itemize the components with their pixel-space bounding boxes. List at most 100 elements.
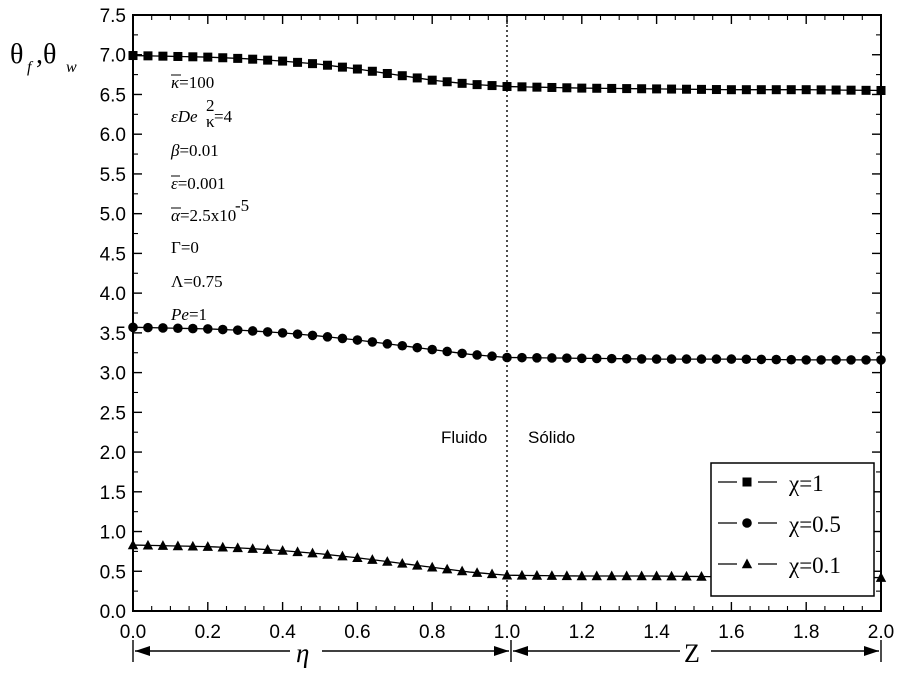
data-point-series-3 [501, 569, 513, 580]
data-point-series-1 [861, 85, 871, 95]
data-point-series-3 [157, 540, 169, 550]
svg-text:κ: κ [206, 112, 215, 131]
data-point-series-1 [308, 59, 318, 69]
data-point-series-2 [457, 348, 467, 359]
data-point-series-1 [442, 77, 452, 87]
data-point-series-2 [502, 352, 512, 363]
y-axis-label: θ f ,θ w [10, 39, 77, 76]
data-point-series-2 [158, 323, 168, 333]
data-point-series-3 [232, 542, 243, 553]
data-point-series-2 [173, 323, 183, 334]
data-point-series-2 [143, 322, 153, 333]
data-point-series-2 [861, 355, 871, 365]
data-point-series-3 [142, 539, 154, 550]
data-point-series-3 [591, 570, 602, 581]
data-point-series-2 [846, 355, 856, 365]
data-point-series-1 [143, 51, 153, 61]
x-tick-label: 1.0 [494, 622, 520, 643]
data-point-series-3 [397, 557, 408, 568]
legend-label: χ=1 [788, 471, 824, 496]
data-point-series-2 [606, 353, 617, 364]
data-point-series-1 [412, 73, 422, 83]
data-point-series-2 [292, 329, 303, 339]
parameter-block: κ=100 εDe 2 κ =4 β=0.01 ε=0.001 α=2.5x10… [170, 73, 249, 324]
data-point-series-2 [547, 353, 557, 363]
data-point-series-2 [487, 351, 497, 362]
data-point-series-3 [337, 550, 348, 561]
data-point-series-3 [262, 544, 273, 554]
x-tick-label: 0.0 [120, 622, 146, 643]
data-point-series-3 [651, 570, 662, 581]
data-point-series-2 [816, 355, 826, 365]
data-point-series-3 [247, 543, 258, 553]
data-point-series-2 [741, 354, 752, 365]
data-point-series-2 [771, 354, 782, 365]
data-point-series-1 [517, 82, 527, 92]
data-point-series-1 [816, 85, 826, 95]
data-point-series-2 [711, 354, 722, 364]
param-kappa: κ=100 [171, 73, 214, 92]
svg-text:w: w [66, 59, 77, 76]
data-point-series-2 [756, 354, 767, 365]
data-point-series-2 [442, 346, 452, 357]
data-point-series-2 [621, 353, 632, 364]
data-point-series-2 [382, 339, 393, 349]
y-tick-label: 0.5 [100, 562, 126, 583]
data-point-series-1 [637, 84, 647, 94]
legend: χ=1 χ=0.5 χ=0.1 [710, 462, 875, 597]
solid-label: Sólido [528, 428, 575, 447]
data-point-series-1 [756, 85, 766, 95]
data-point-series-2 [801, 355, 811, 365]
data-point-series-2 [517, 352, 527, 363]
svg-text:=4: =4 [214, 107, 233, 126]
y-tick-label: 1.5 [100, 483, 126, 504]
data-point-series-1 [158, 51, 168, 61]
svg-text:,θ: ,θ [36, 39, 56, 70]
x-tick-label: 0.2 [195, 622, 221, 643]
data-point-series-3 [292, 546, 303, 557]
x-tick-label: 1.2 [569, 622, 595, 643]
data-point-series-2 [352, 335, 363, 345]
y-tick-label: 3.5 [100, 324, 126, 345]
data-point-series-3 [382, 556, 393, 566]
data-point-series-3 [576, 570, 587, 581]
data-point-series-2 [472, 350, 482, 360]
data-point-series-3 [187, 540, 199, 551]
data-point-series-2 [232, 325, 243, 335]
data-point-series-3 [606, 570, 617, 581]
legend-marker [741, 558, 753, 569]
data-point-series-1 [622, 84, 632, 94]
data-point-series-1 [711, 85, 721, 95]
data-point-series-3 [322, 549, 333, 559]
data-point-series-1 [696, 84, 706, 94]
data-point-series-3 [471, 567, 483, 577]
data-point-series-2 [696, 354, 707, 364]
x-tick-label: 0.6 [344, 622, 370, 643]
y-tick-label: 5.0 [100, 205, 126, 226]
data-point-series-2 [397, 340, 408, 351]
eta-label: η [296, 638, 309, 668]
data-point-series-1 [263, 55, 273, 65]
data-point-series-1 [771, 85, 781, 95]
data-point-series-1 [607, 83, 617, 93]
x-tick-label: 1.6 [718, 622, 744, 643]
data-point-series-3 [367, 554, 378, 564]
data-point-series-3 [696, 571, 707, 581]
y-tick-label: 7.0 [100, 46, 126, 67]
data-point-series-1 [801, 85, 811, 95]
svg-text:f: f [27, 59, 34, 76]
data-point-series-1 [786, 85, 796, 95]
y-tick-label: 5.5 [100, 165, 126, 186]
y-tick-label: 4.0 [100, 284, 126, 305]
y-tick-label: 2.5 [100, 403, 126, 424]
data-point-series-1 [472, 80, 482, 90]
data-point-series-1 [278, 56, 288, 66]
data-point-series-1 [457, 78, 467, 88]
data-point-series-3 [412, 559, 423, 570]
data-point-series-1 [652, 84, 662, 94]
z-label: Z [684, 639, 700, 668]
legend-marker [742, 518, 752, 528]
data-point-series-3 [546, 570, 558, 580]
svg-text:θ: θ [10, 39, 23, 70]
data-point-series-2 [651, 354, 662, 364]
